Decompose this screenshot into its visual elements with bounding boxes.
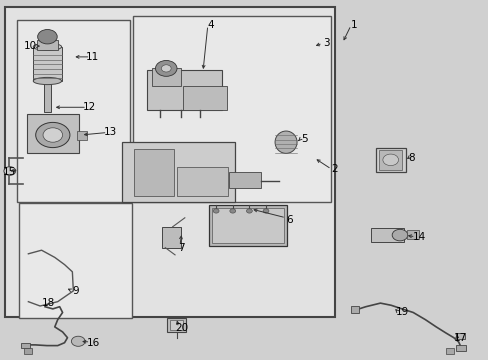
Text: 9: 9 [72, 286, 79, 296]
Bar [122, 142, 234, 202]
Bar [177, 167, 228, 196]
Circle shape [246, 209, 252, 213]
Text: 1: 1 [350, 20, 357, 30]
Text: 2: 2 [331, 164, 338, 174]
Ellipse shape [33, 77, 61, 85]
Text: 7: 7 [178, 243, 185, 253]
Bar [37, 40, 58, 50]
Circle shape [155, 60, 177, 76]
Bar [375, 148, 405, 172]
Text: 17: 17 [453, 333, 467, 343]
Text: 5: 5 [300, 134, 307, 144]
Bar [20, 343, 30, 348]
Bar [445, 348, 453, 354]
Bar [146, 70, 222, 110]
Bar [378, 150, 402, 170]
Circle shape [229, 209, 235, 213]
Bar [133, 16, 330, 202]
Bar [167, 318, 185, 332]
Text: 13: 13 [103, 127, 117, 138]
Bar [406, 230, 418, 239]
Circle shape [43, 128, 62, 142]
Bar [455, 333, 464, 339]
Circle shape [36, 122, 70, 148]
Bar [19, 203, 132, 318]
Bar [212, 208, 283, 243]
Ellipse shape [33, 43, 61, 50]
Text: 15: 15 [3, 167, 17, 177]
Text: 11: 11 [86, 52, 100, 62]
Bar [17, 20, 129, 202]
Text: 20: 20 [175, 323, 188, 333]
Text: 14: 14 [412, 232, 426, 242]
Text: 3: 3 [323, 38, 329, 48]
Circle shape [161, 65, 171, 72]
Circle shape [71, 336, 85, 346]
Ellipse shape [274, 131, 296, 153]
Bar [134, 149, 173, 196]
Bar [170, 320, 183, 330]
Bar [151, 68, 181, 86]
Bar [33, 47, 61, 81]
Circle shape [38, 30, 57, 44]
Text: 18: 18 [42, 298, 56, 308]
Bar [44, 82, 51, 112]
Bar [77, 131, 87, 140]
Text: 12: 12 [82, 102, 96, 112]
Text: 16: 16 [87, 338, 101, 348]
Circle shape [4, 167, 16, 175]
Bar [228, 172, 260, 188]
Circle shape [263, 209, 268, 213]
Text: 8: 8 [407, 153, 414, 163]
Circle shape [213, 209, 219, 213]
Text: 10: 10 [24, 41, 37, 51]
Text: 19: 19 [394, 307, 408, 318]
Text: 6: 6 [285, 215, 292, 225]
Text: 4: 4 [207, 20, 214, 30]
Bar [5, 7, 334, 317]
Bar [370, 228, 403, 242]
Bar [24, 348, 32, 354]
Bar [350, 306, 358, 313]
Bar [183, 86, 227, 110]
Bar [455, 345, 465, 351]
Bar [27, 114, 79, 153]
Circle shape [382, 154, 398, 166]
Bar [162, 227, 181, 248]
Circle shape [391, 229, 407, 241]
Bar [209, 205, 286, 246]
